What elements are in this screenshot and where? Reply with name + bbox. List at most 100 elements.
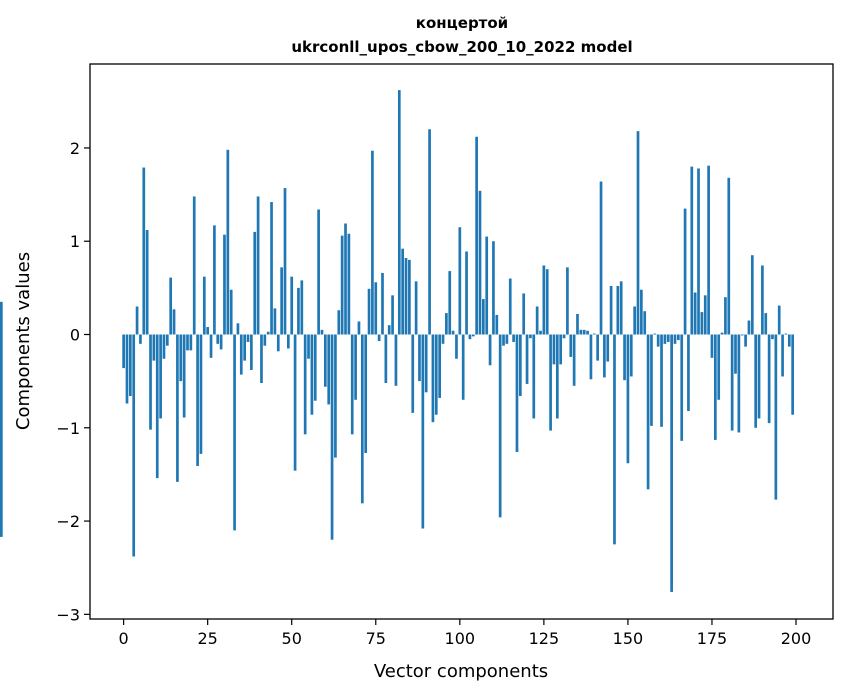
bar-130 [559,334,563,365]
bar-112 [498,334,502,518]
bar-26 [209,334,213,358]
bar-74 [371,150,374,335]
bar-192 [767,334,771,424]
bar-145 [609,286,613,335]
bar-185 [744,334,747,347]
bar-100 [458,227,462,335]
bar-25 [206,327,210,335]
bar-111 [495,314,499,335]
bar-169 [690,166,694,335]
bar-188 [754,334,758,428]
bar-197 [784,333,788,335]
bar-158 [653,333,657,335]
bars-group [0,90,794,592]
bar-2 [129,334,132,397]
bar-55 [307,334,310,359]
bar-160 [660,334,663,427]
bar-176 [713,334,717,440]
bar-122 [532,334,536,419]
bar-21 [192,196,196,335]
bar-103 [468,334,472,340]
bar-59 [320,329,324,335]
bar-149 [623,334,626,381]
bar-191 [764,313,768,335]
bar-50 [290,276,294,335]
bar-82 [397,90,401,335]
y-tick-label: −1 [56,419,80,438]
chart-subtitle: ukrconll_upos_cbow_200_10_2022 model [291,38,632,56]
bar-177 [717,334,721,400]
bar-162 [666,334,670,342]
bar-75 [374,282,378,335]
bar-152 [633,306,636,335]
x-tick-label: 50 [282,629,302,648]
bar-198 [787,334,791,347]
bar-91 [428,129,431,335]
bar-11 [159,334,162,419]
y-tick-label: −3 [56,605,80,624]
bar-184 [740,334,744,336]
bar-137 [582,329,586,335]
bar-124 [539,330,542,335]
bar-150 [626,334,630,464]
bar-60 [323,334,327,387]
plot-frame [89,63,834,620]
bar-6 [142,167,146,335]
bar-45 [273,308,277,335]
x-axis-ticks: 0 25 50 75 100 125 150 175 200 [119,619,811,648]
bar-156 [646,334,650,490]
bar-15 [172,309,176,335]
bar-148 [619,281,623,335]
bar-30 [223,234,226,335]
bar-120 [525,334,529,384]
bar-44 [270,202,273,335]
bar-23 [199,334,203,454]
bar-54 [303,334,307,435]
bar-undefined [0,301,3,335]
bar-18 [182,334,186,418]
bar-37 [246,334,250,342]
bar-39 [253,231,257,335]
x-axis-label: Vector components [374,661,548,682]
bar-189 [757,334,761,419]
x-tick-label: 75 [366,629,386,648]
bar-126 [545,269,549,335]
bar-81 [394,334,398,386]
bar-178 [720,332,724,335]
bar-199 [791,334,794,415]
bar-174 [707,165,710,335]
bar-187 [750,255,754,335]
bar-51 [293,334,297,471]
bar-70 [357,321,361,335]
bar-28 [216,334,220,344]
bar-127 [549,334,552,431]
bar-29 [219,334,223,350]
bar-102 [465,251,468,335]
bar-65 [340,235,344,335]
bar-170 [693,292,697,335]
bar-105 [475,136,478,335]
bar-76 [377,334,381,342]
bar-49 [287,334,290,349]
bar-20 [189,334,193,351]
bar-175 [710,334,714,358]
bar-168 [687,334,690,411]
bar-67 [347,233,351,335]
bar-14 [169,277,173,335]
bar-173 [703,295,707,335]
bar-92 [431,334,435,423]
bar-10 [155,334,159,479]
bar-182 [734,334,737,374]
bar-58 [317,209,320,335]
bar-78 [384,334,388,383]
bar-164 [673,334,677,344]
bar-87 [414,281,418,335]
bar-64 [337,310,341,335]
bar-72 [364,334,368,453]
bar-172 [700,312,704,335]
bar-121 [529,334,532,339]
bar-93 [434,334,438,415]
bar-128 [552,334,556,365]
bar-35 [239,334,243,375]
bar-163 [670,334,673,592]
